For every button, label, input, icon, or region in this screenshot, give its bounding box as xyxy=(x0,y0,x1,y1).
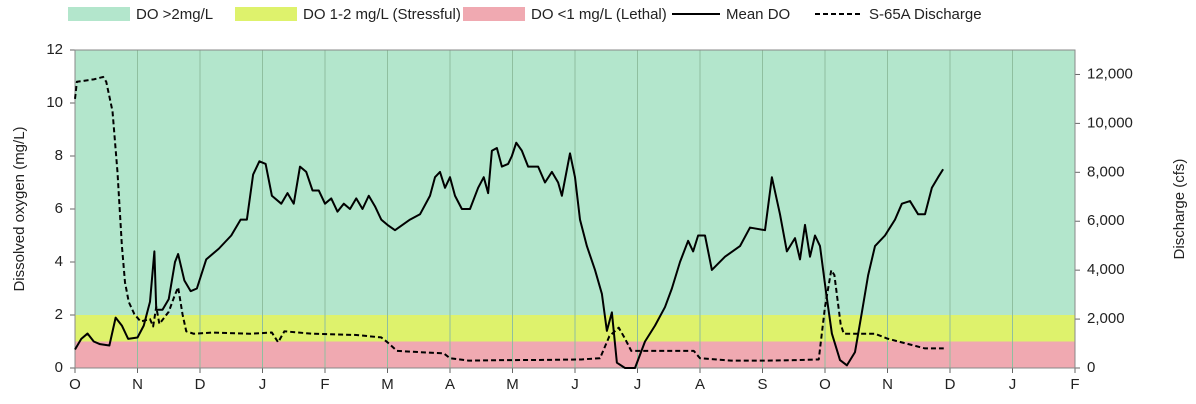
legend-swatch xyxy=(463,7,525,21)
legend-label: DO 1-2 mg/L (Stressful) xyxy=(303,6,461,23)
y2-tick-label: 0 xyxy=(1087,359,1095,376)
y2-tick-label: 4,000 xyxy=(1087,261,1125,278)
y-axis-label: Dissolved oxygen (mg/L) xyxy=(11,126,28,291)
legend-label: Mean DO xyxy=(726,6,790,23)
series-line xyxy=(74,75,944,362)
plot-frame xyxy=(74,49,1076,369)
x-tick-label: J xyxy=(1009,376,1017,393)
legend-label: DO <1 mg/L (Lethal) xyxy=(531,6,667,23)
y-tick-label: 2 xyxy=(55,306,63,323)
y-tick-label: 12 xyxy=(46,41,63,58)
x-tick-label: O xyxy=(819,376,831,393)
x-tick-label: J xyxy=(634,376,642,393)
x-tick-label: S xyxy=(757,376,767,393)
x-tick-label: N xyxy=(132,376,143,393)
x-tick-label: D xyxy=(945,376,956,393)
x-tick-label: J xyxy=(259,376,267,393)
x-tick-label: M xyxy=(381,376,394,393)
y2-tick-label: 10,000 xyxy=(1087,114,1133,131)
legend-label: S-65A Discharge xyxy=(869,6,982,23)
legend-label: DO >2mg/L xyxy=(136,6,213,23)
x-tick-label: F xyxy=(320,376,329,393)
y2-tick-label: 8,000 xyxy=(1087,163,1125,180)
x-tick-label: A xyxy=(445,376,455,393)
x-tick-label: D xyxy=(195,376,206,393)
x-tick-label: F xyxy=(1070,376,1079,393)
x-tick-label: J xyxy=(571,376,579,393)
y-tick-label: 10 xyxy=(46,94,63,111)
y-tick-label: 8 xyxy=(55,147,63,164)
legend-swatch xyxy=(235,7,297,21)
y-tick-label: 0 xyxy=(55,359,63,376)
y2-axis-label: Discharge (cfs) xyxy=(1171,159,1188,260)
x-tick-label: M xyxy=(506,376,519,393)
y-tick-label: 4 xyxy=(55,253,63,270)
series-line xyxy=(74,141,944,369)
y2-tick-label: 12,000 xyxy=(1087,65,1133,82)
x-tick-label: N xyxy=(882,376,893,393)
x-tick-label: A xyxy=(695,376,705,393)
y-tick-label: 6 xyxy=(55,200,63,217)
legend-swatch xyxy=(68,7,130,21)
y2-tick-label: 6,000 xyxy=(1087,212,1125,229)
y2-tick-label: 2,000 xyxy=(1087,310,1125,327)
x-tick-label: O xyxy=(69,376,81,393)
